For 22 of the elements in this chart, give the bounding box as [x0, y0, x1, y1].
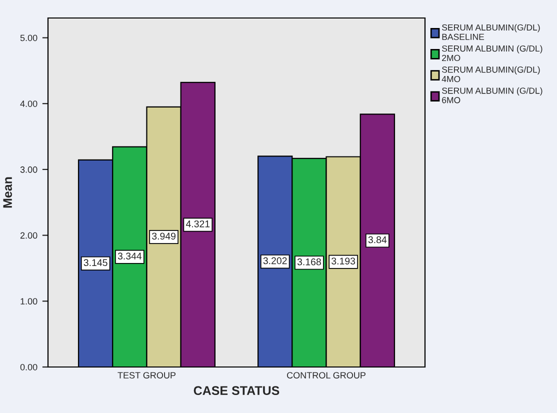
- data-label: 3.949: [152, 232, 176, 240]
- y-axis-title: Mean: [3, 177, 12, 208]
- data-label: 3.344: [118, 252, 142, 260]
- y-tick-label: 1.00: [20, 298, 38, 305]
- data-label: 3.145: [84, 259, 108, 266]
- x-tick-label: CONTROL GROUP: [287, 372, 366, 378]
- data-label: 3.193: [332, 258, 356, 264]
- y-tick-label: 0.00: [20, 364, 38, 370]
- y-tick-label: 2.00: [20, 232, 38, 239]
- y-tick-label: 4.00: [20, 100, 38, 107]
- x-tick-label: TEST GROUP: [118, 372, 176, 378]
- data-label: 4.321: [186, 220, 210, 228]
- data-label: 3.202: [263, 257, 287, 264]
- data-label: 3.84: [368, 236, 387, 244]
- data-label: 3.168: [297, 258, 321, 266]
- y-tick-label: 5.00: [20, 34, 38, 42]
- legend-label: SERUM ALBUMIN (G/DL) 2MO: [442, 45, 542, 62]
- y-tick-label: 3.00: [20, 166, 38, 173]
- legend-label: SERUM ALBUMIN(G/DL) 4MO: [442, 66, 540, 82]
- legend-label: SERUM ALBUMIN (G/DL) 6MO: [442, 87, 542, 104]
- legend-label: SERUM ALBUMIN(G/DL) BASELINE: [442, 24, 540, 40]
- x-axis-title: CASE STATUS: [194, 386, 280, 396]
